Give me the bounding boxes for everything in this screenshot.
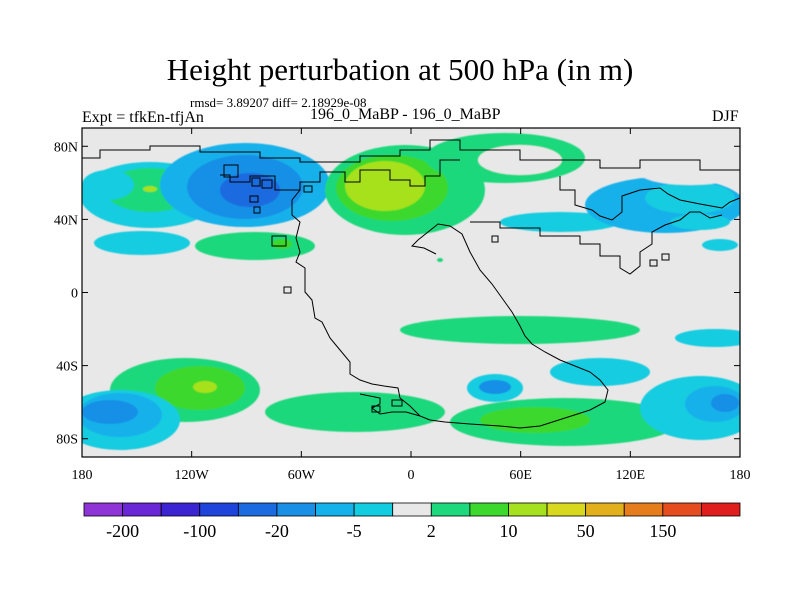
y-tick-label: 0 — [71, 287, 78, 302]
colorbar-swatch — [546, 502, 587, 517]
x-tick-label: 180 — [730, 468, 751, 483]
island-outline — [371, 405, 381, 413]
case-label: 196_0_MaBP - 196_0_MaBP — [310, 106, 501, 123]
rmsd-diff-stats: rmsd= 3.89207 diff= 2.18929e-08 — [190, 95, 367, 110]
colorbar-swatch — [430, 502, 471, 517]
season-label: DJF — [712, 108, 739, 125]
colorbar-swatch — [160, 502, 201, 517]
continent-coastline — [359, 393, 421, 417]
contour-region — [345, 161, 425, 211]
continent-coastline — [82, 139, 740, 171]
contour-region — [400, 316, 640, 344]
colorbar-label: 150 — [649, 521, 676, 541]
y-tick-label: 80S — [56, 433, 78, 448]
contour-region — [670, 214, 730, 230]
island-outline — [271, 235, 287, 247]
y-tick-label: 40S — [56, 360, 78, 375]
colorbar-swatch — [623, 502, 664, 517]
x-tick-label: 120W — [175, 468, 210, 483]
colorbar-label: -5 — [347, 521, 362, 541]
contour-region — [143, 186, 157, 192]
contour-region — [82, 400, 138, 424]
coastline-layer — [82, 139, 740, 429]
island-outline — [223, 164, 239, 178]
x-tick-label: 60W — [288, 468, 316, 483]
contour-region — [193, 381, 217, 393]
colorbar-swatch — [199, 502, 239, 517]
colorbar-swatch — [122, 502, 162, 517]
contour-region — [550, 358, 650, 386]
colorbar-label: -200 — [106, 521, 139, 541]
contour-region — [437, 258, 443, 262]
longitude-axis: 180 120W 60W 0 60E 120E 180 — [72, 128, 751, 483]
colorbar-swatch — [83, 502, 123, 517]
contour-region — [675, 329, 740, 347]
colorbar-swatch — [392, 502, 432, 517]
colorbar-swatch — [315, 502, 355, 517]
island-outline — [283, 286, 292, 294]
contour-region — [265, 392, 445, 432]
colorbar-swatch — [353, 502, 394, 517]
contour-region — [702, 239, 738, 251]
island-outline — [303, 185, 313, 193]
island-outline — [391, 399, 403, 407]
colorbar-swatch — [701, 502, 741, 517]
experiment-label: Expt = tfkEn-tfjAn — [82, 109, 204, 126]
contour-fill-layer — [82, 133, 740, 450]
colorbar-swatch — [276, 502, 316, 517]
island-outline — [261, 179, 273, 189]
island-outline — [491, 235, 499, 243]
x-tick-label: 60E — [509, 468, 532, 483]
continent-coastline — [559, 176, 740, 221]
chart-title: Height perturbation at 500 hPa (in m) — [166, 52, 634, 87]
island-outline — [649, 259, 658, 267]
contour-region — [195, 232, 315, 260]
island-outline — [249, 195, 259, 203]
contour-region — [640, 161, 740, 185]
latitude-axis: 80N 40N 0 40S 80S — [54, 140, 740, 448]
island-outline — [251, 177, 261, 187]
colorbar-swatch — [662, 502, 702, 517]
contour-region — [272, 239, 292, 249]
contour-region — [479, 380, 511, 394]
colorbar-label: 50 — [577, 521, 595, 541]
colorbar-swatch — [469, 502, 509, 517]
x-tick-label: 180 — [72, 468, 93, 483]
y-tick-label: 40N — [54, 213, 78, 228]
x-tick-label: 0 — [408, 468, 415, 483]
island-outline — [253, 206, 261, 214]
y-tick-label: 80N — [54, 140, 78, 155]
colorbar-label: -20 — [265, 521, 289, 541]
contour-region — [645, 182, 735, 214]
contour-region — [711, 394, 739, 412]
colorbar-swatch — [585, 502, 625, 517]
contour-region — [500, 212, 620, 232]
map-plot-area — [81, 127, 741, 458]
contour-region — [94, 231, 190, 255]
continent-coastline — [291, 189, 609, 429]
x-tick-label: 120E — [616, 468, 646, 483]
colorbar-legend: -200 -100 -20 -5 2 10 50 150 — [83, 502, 741, 541]
colorbar-swatch — [508, 502, 548, 517]
continent-coastline — [220, 159, 460, 191]
contour-region — [480, 407, 590, 433]
contour-region — [82, 170, 134, 200]
colorbar-label: 2 — [427, 521, 436, 541]
colorbar-swatch — [237, 502, 278, 517]
colorbar-label: -100 — [183, 521, 216, 541]
continent-coastline — [470, 211, 723, 275]
colorbar-label: 10 — [499, 521, 517, 541]
island-outline — [661, 253, 670, 261]
